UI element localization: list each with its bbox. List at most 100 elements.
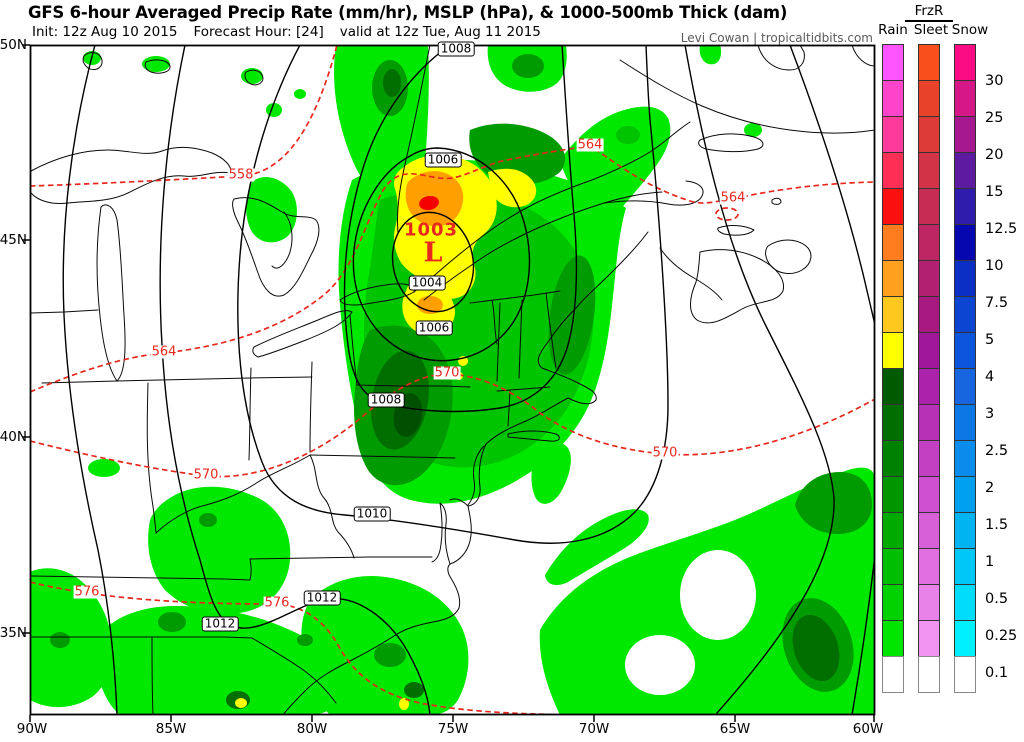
legend-value: 15	[985, 184, 1004, 201]
legend-value: 0.25	[985, 628, 1018, 645]
legend-cell	[918, 332, 940, 369]
legend-cell	[954, 260, 976, 297]
legend-cell	[882, 80, 904, 117]
legend-cell	[918, 224, 940, 261]
lat-label: 50N	[0, 37, 27, 53]
thickness-contour-label: 570	[192, 467, 220, 483]
legend-cell	[882, 440, 904, 477]
legend-cell	[954, 152, 976, 189]
legend-cell	[918, 656, 940, 693]
legend-cell	[918, 80, 940, 117]
legend-cell	[882, 260, 904, 297]
legend-cell	[918, 620, 940, 657]
valid-time: valid at 12z Tue, Aug 11 2015	[339, 24, 541, 40]
legend-value: 4	[985, 369, 995, 386]
legend-col-header-snow: Snow	[951, 22, 989, 38]
legend-cell	[918, 440, 940, 477]
forecast-hour: Forecast Hour: [24]	[193, 24, 324, 40]
lon-label: 65W	[719, 721, 751, 737]
legend-value: 20	[985, 147, 1004, 164]
legend-column-rain	[882, 44, 904, 693]
lon-label: 60W	[852, 721, 884, 737]
mslp-contour-label: 1012	[201, 616, 239, 632]
low-pressure-symbol: L	[423, 237, 443, 269]
legend-cell	[954, 620, 976, 657]
legend-value: 3	[985, 406, 995, 423]
legend-cell	[918, 404, 940, 441]
legend-value: 1.5	[985, 517, 1009, 534]
legend-cell	[954, 404, 976, 441]
run-info: Init: 12z Aug 10 2015 Forecast Hour: [24…	[32, 24, 541, 40]
mslp-contour-label: 1008	[437, 41, 475, 57]
legend-cell	[954, 332, 976, 369]
legend-col-header-sleet: Sleet	[913, 22, 949, 38]
legend-cell	[882, 332, 904, 369]
legend-cell	[918, 512, 940, 549]
legend-column-snow	[954, 44, 976, 693]
legend-cell	[882, 188, 904, 225]
mslp-contours	[62, 46, 874, 714]
low-pressure-value: 1003	[403, 219, 459, 241]
lon-label: 90W	[16, 721, 48, 737]
geography-outlines	[31, 46, 874, 714]
legend-cell	[954, 656, 976, 693]
legend-cell	[882, 512, 904, 549]
mslp-contour-label: 1008	[367, 392, 405, 408]
legend-cell	[882, 296, 904, 333]
mslp-contour-label: 1004	[408, 275, 446, 291]
thickness-contour-label: 576	[263, 595, 291, 611]
credit-text: Levi Cowan | tropicaltidbits.com	[680, 31, 873, 45]
legend-cell	[882, 620, 904, 657]
lon-label: 80W	[296, 721, 328, 737]
legend-cell	[954, 188, 976, 225]
legend-cell	[954, 368, 976, 405]
mslp-contour-label: 1010	[353, 506, 391, 522]
legend-cell	[954, 584, 976, 621]
lon-label: 85W	[155, 721, 187, 737]
mslp-contour-label: 1006	[415, 320, 453, 336]
lat-ticks	[22, 44, 30, 634]
mslp-contour-label: 1012	[303, 590, 341, 606]
legend-cell	[882, 584, 904, 621]
lat-label: 45N	[0, 232, 27, 248]
init-time: Init: 12z Aug 10 2015	[32, 24, 178, 40]
thickness-contour-label: 564	[719, 190, 747, 206]
legend-value: 2	[985, 480, 995, 497]
legend-value: 0.1	[985, 665, 1009, 682]
legend-cell	[918, 116, 940, 153]
legend-cell	[882, 656, 904, 693]
lat-label: 35N	[0, 625, 27, 641]
legend-column-sleet	[918, 44, 940, 693]
legend-value: 10	[985, 258, 1004, 275]
legend-cell	[882, 224, 904, 261]
lat-label: 40N	[0, 429, 27, 445]
legend-cell	[882, 404, 904, 441]
legend-cell	[882, 44, 904, 81]
legend-cell	[954, 44, 976, 81]
legend-value: 25	[985, 110, 1004, 127]
legend-cell	[918, 44, 940, 81]
thickness-contour-label: 570	[651, 445, 679, 461]
legend-value: 5	[985, 332, 995, 349]
legend-cell	[954, 116, 976, 153]
lon-ticks	[29, 715, 875, 722]
legend-value: 12.5	[985, 221, 1018, 238]
mslp-contour-label: 1006	[424, 152, 462, 168]
thickness-contour-label: 564	[576, 137, 604, 153]
legend-frzr-label: FrzR	[905, 3, 953, 22]
legend-cell	[954, 80, 976, 117]
thickness-contour-label: 576	[73, 584, 101, 600]
legend-value: 2.5	[985, 443, 1009, 460]
legend-cell	[882, 548, 904, 585]
legend-col-header-rain: Rain	[878, 22, 908, 38]
legend-value: 0.5	[985, 591, 1009, 608]
legend-cell	[918, 188, 940, 225]
thickness-contour-label: 558	[227, 167, 255, 183]
lon-label: 75W	[437, 721, 469, 737]
legend-cell	[918, 296, 940, 333]
page-title: GFS 6-hour Averaged Precip Rate (mm/hr),…	[28, 3, 788, 22]
legend-cell	[918, 584, 940, 621]
lon-label: 70W	[578, 721, 610, 737]
legend-cell	[954, 512, 976, 549]
